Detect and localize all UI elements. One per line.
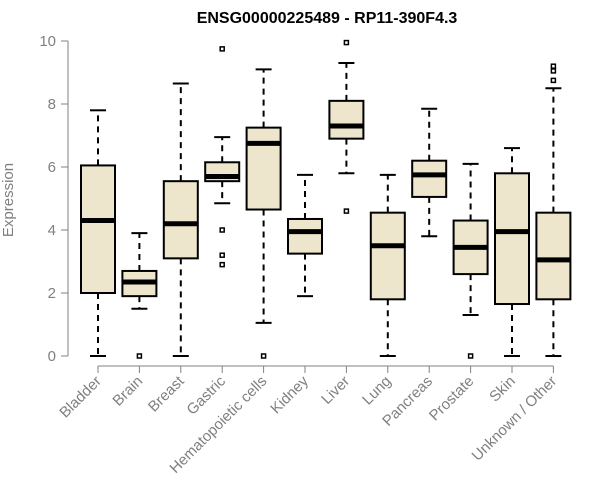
iqr-box <box>369 211 406 301</box>
box-group <box>328 39 365 214</box>
chart-title: ENSG00000225489 - RP11-390F4.3 <box>197 10 458 27</box>
box-group <box>535 63 572 357</box>
y-tick-label: 0 <box>48 348 56 365</box>
x-tick-label: Prostate <box>426 373 478 425</box>
box-group <box>204 46 241 268</box>
x-tick-label: Bladder <box>56 373 105 422</box>
outlier-point <box>136 353 143 359</box>
box-group <box>162 82 199 357</box>
outlier-point <box>219 252 225 258</box>
outlier-point <box>550 77 557 84</box>
y-axis: 0 2 4 6 8 10 <box>39 33 69 365</box>
plot-area <box>80 39 572 359</box>
outlier-point <box>467 353 474 359</box>
outlier-point <box>343 208 350 214</box>
x-tick-label: Lung <box>359 373 395 409</box>
outlier-point <box>219 261 225 268</box>
outlier-point <box>219 46 225 52</box>
box-group <box>287 173 323 298</box>
box-group <box>80 109 116 357</box>
iqr-box <box>245 126 282 211</box>
box-group <box>121 232 158 359</box>
iqr-box <box>535 211 572 301</box>
iqr-box <box>411 159 448 198</box>
x-tick-label: Brain <box>109 373 146 410</box>
y-tick-label: 4 <box>48 222 56 239</box>
x-tick-label: Skin <box>486 373 519 406</box>
x-tick-label: Liver <box>318 373 353 408</box>
outlier-point <box>550 63 557 69</box>
x-tick-label: Kidney <box>267 372 312 417</box>
y-tick-label: 10 <box>39 33 56 50</box>
y-axis-label: Expression <box>0 163 17 237</box>
box-group <box>245 68 282 359</box>
iqr-box <box>162 180 199 260</box>
outlier-point <box>550 68 557 74</box>
iqr-box <box>80 164 116 294</box>
iqr-box <box>287 217 323 255</box>
outlier-point <box>260 353 267 359</box>
box-group <box>411 107 448 238</box>
outlier-point <box>219 227 225 233</box>
outlier-point <box>343 39 350 46</box>
y-tick-label: 8 <box>48 96 56 113</box>
box-group <box>494 147 530 357</box>
box-group <box>369 173 406 357</box>
y-tick-label: 6 <box>48 159 56 176</box>
x-tick-label: Breast <box>145 372 188 415</box>
iqr-box <box>494 172 530 306</box>
iqr-box <box>328 99 365 140</box>
box-group <box>452 162 489 359</box>
y-tick-label: 2 <box>48 285 56 302</box>
